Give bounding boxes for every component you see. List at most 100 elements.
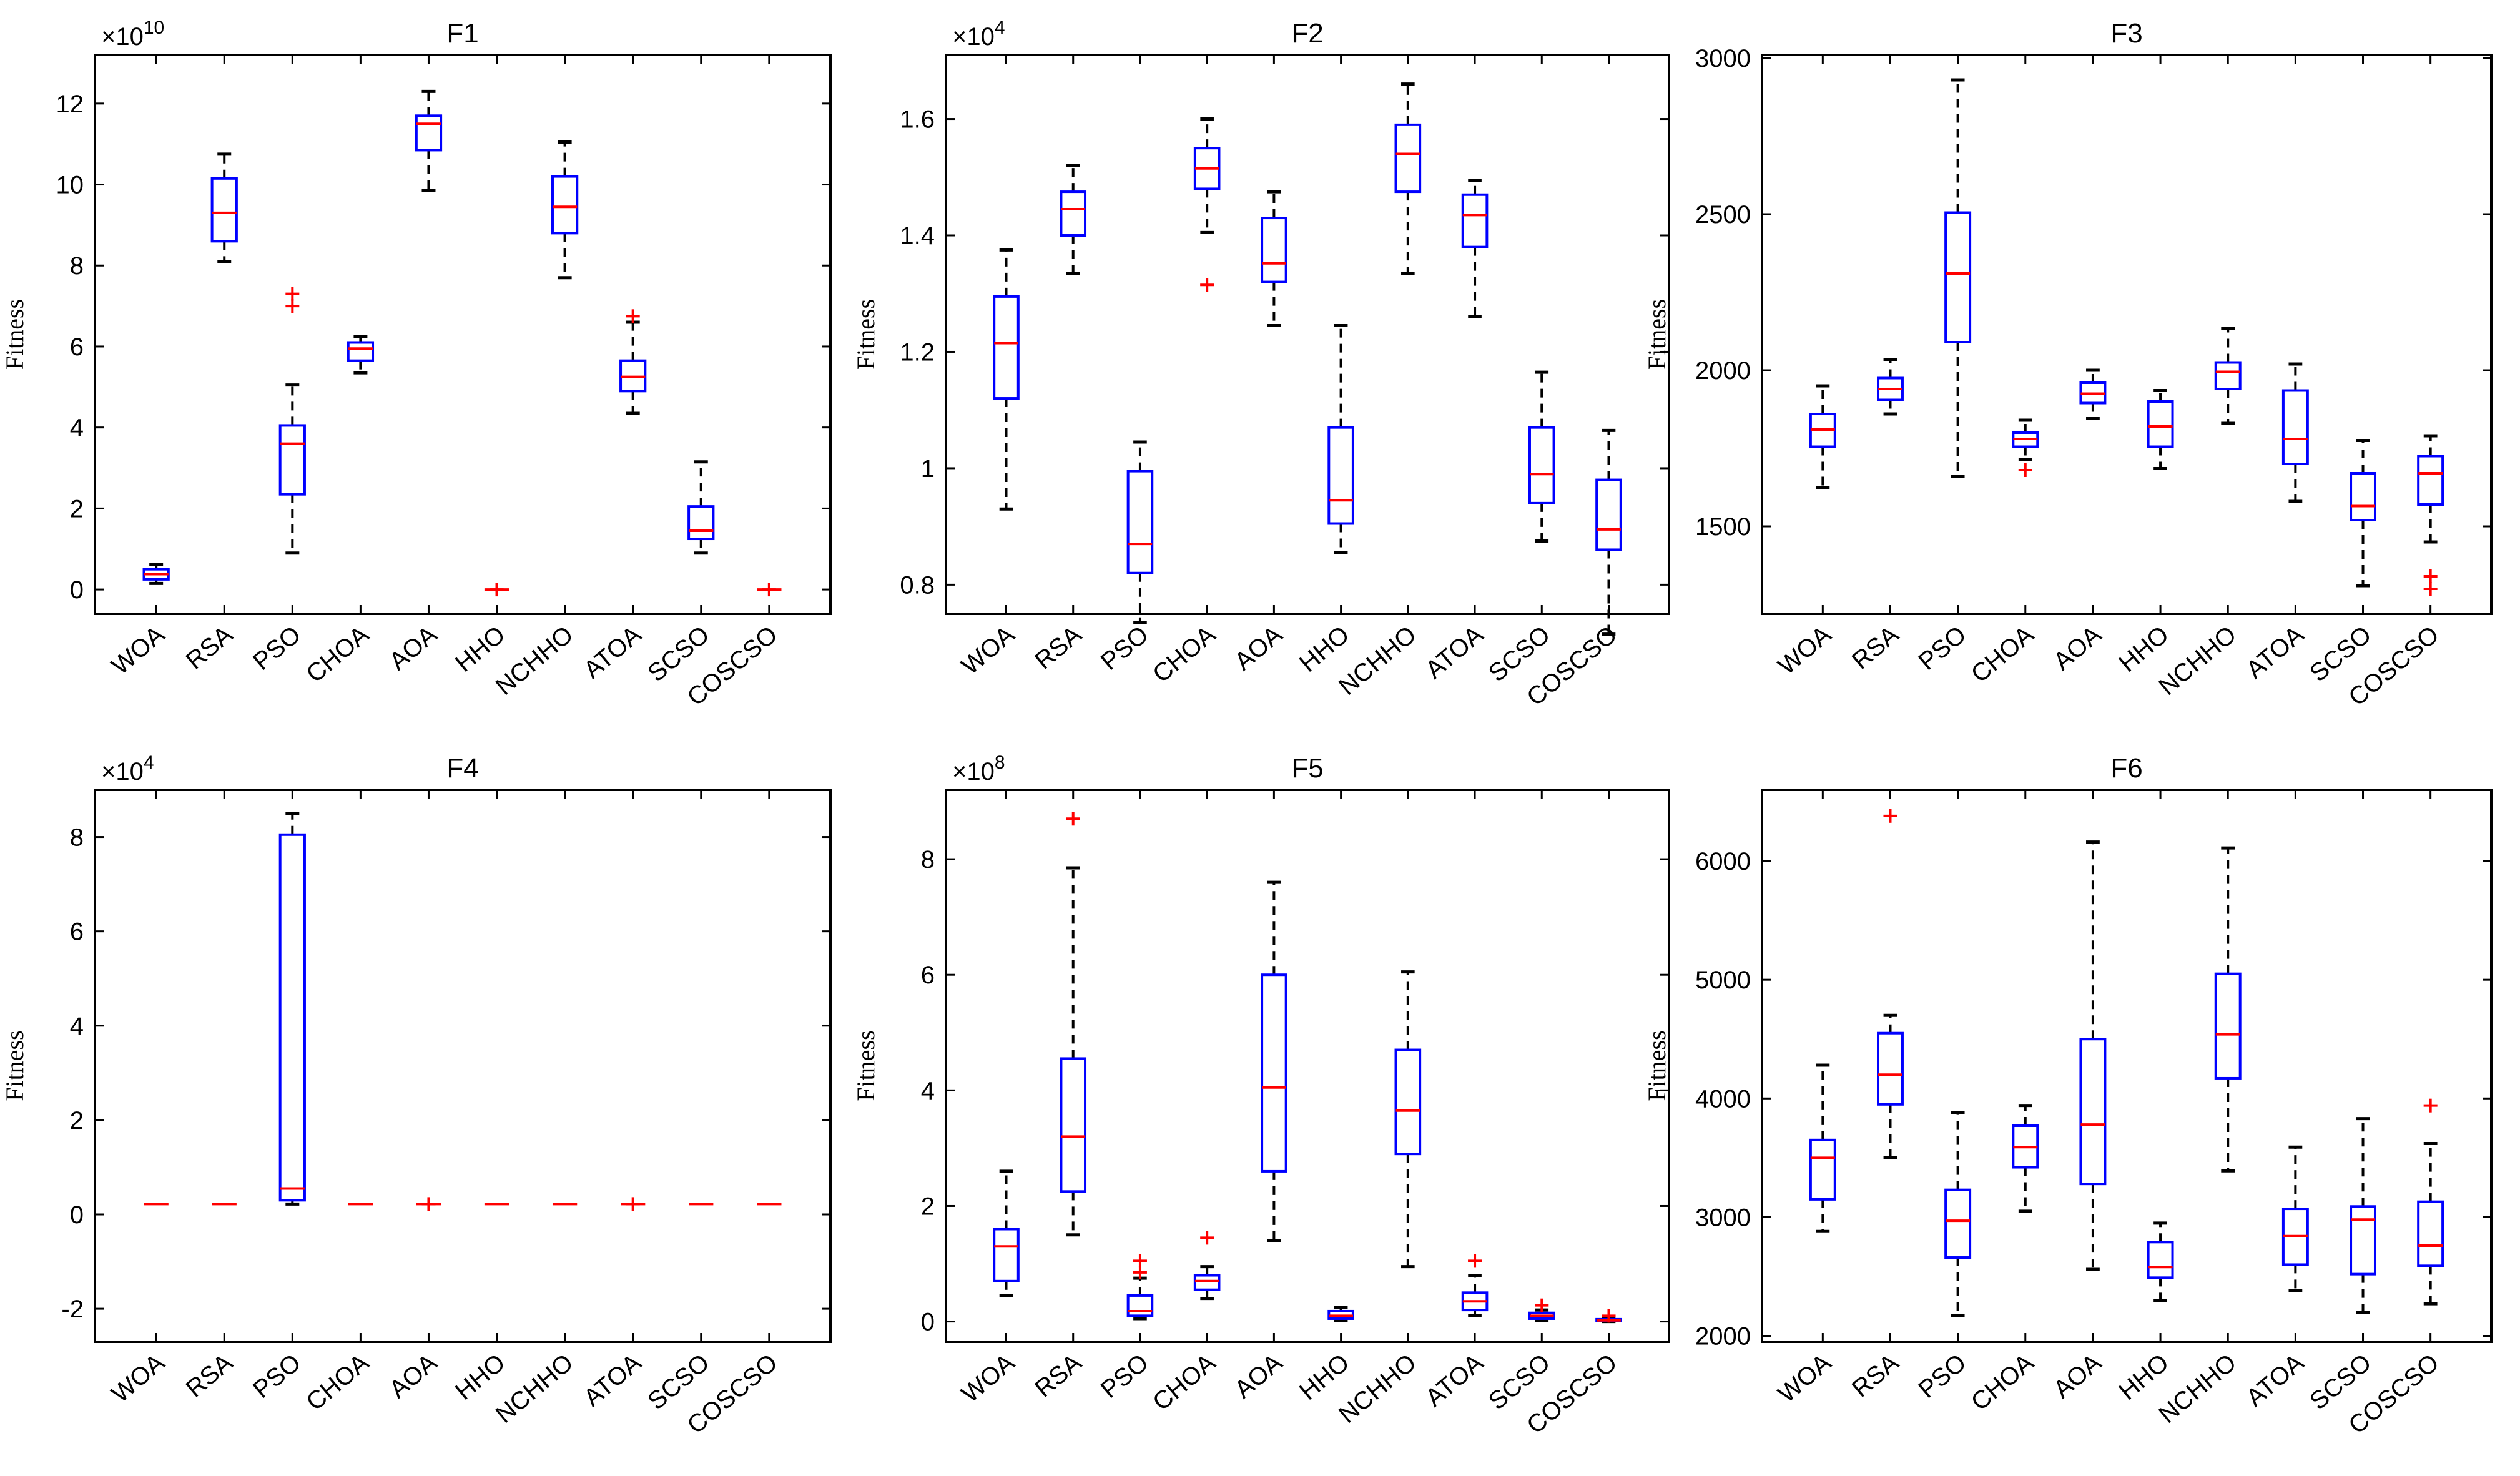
box-woa: [1809, 384, 1836, 489]
box-nchho: [1394, 82, 1422, 275]
outlier-marker: [2423, 582, 2438, 596]
axes-frame: [1761, 54, 2493, 615]
iqr-box: [278, 833, 306, 1202]
iqr-box: [2147, 400, 2174, 448]
y-tick-label: 5000: [1695, 967, 1751, 994]
y-tick-label: 2500: [1695, 201, 1751, 229]
x-tick-label-hho: HHO: [2114, 621, 2173, 677]
iqr-box: [210, 177, 238, 243]
outlier-marker: [1535, 1298, 1549, 1312]
x-tick-label-rsa: RSA: [181, 1349, 239, 1403]
y-tick-label: 10: [56, 172, 84, 199]
y-tick-label: 0.8: [900, 571, 935, 599]
y-axis-label: Fitness: [1643, 1030, 1671, 1101]
box-nchho: [1394, 970, 1422, 1269]
box-hho: [1327, 1305, 1354, 1322]
outlier-marker: [421, 1197, 436, 1211]
y-axis-label: Fitness: [1, 299, 29, 370]
x-tick-label-nchho: NCHHO: [2153, 1349, 2242, 1429]
box-scso: [2350, 1117, 2376, 1314]
box-nchho: [551, 140, 579, 280]
iqr-box: [1126, 1294, 1154, 1317]
box-coscso: [2417, 1098, 2444, 1306]
x-tick-label-pso: PSO: [248, 621, 306, 676]
box-rsa: [1060, 164, 1087, 275]
x-tick-label-atoa: ATOA: [1420, 621, 1489, 684]
chart-panel-f6: F6 Fitness 2000 3000 4000 5000 6000 WOA RSA PSOCH…: [1643, 753, 2493, 1439]
axes-frame: [94, 789, 832, 1343]
axes-frame: [945, 789, 1670, 1343]
box-pso: [1944, 78, 1972, 478]
x-tick-label-pso: PSO: [1096, 621, 1154, 676]
x-tick-label-rsa: RSA: [1847, 621, 1904, 675]
box-atoa: [1461, 1254, 1489, 1317]
x-tick-label-pso: PSO: [248, 1349, 306, 1404]
y-tick-label: 4: [70, 1013, 84, 1040]
x-tick-label-woa: WOA: [1773, 1349, 1837, 1408]
exponent-base: ×10: [101, 23, 144, 51]
iqr-box: [551, 175, 579, 235]
y-tick-label: 12: [56, 91, 84, 118]
exponent-power: 8: [995, 752, 1005, 773]
y-exponent-label: ×1010: [101, 17, 164, 51]
box-choa: [347, 335, 375, 375]
iqr-box: [2417, 1200, 2444, 1267]
box-scso: [2350, 439, 2376, 588]
outlier-marker: [1602, 1309, 1616, 1323]
box-woa: [1809, 1063, 1836, 1233]
exponent-base: ×10: [952, 758, 995, 785]
iqr-box: [1060, 190, 1087, 237]
box-pso: [1944, 1111, 1972, 1317]
y-exponent-label: ×104: [952, 17, 1005, 51]
y-tick-label: 8: [70, 252, 84, 280]
chart-title: F1: [446, 18, 478, 49]
y-tick-label: 3000: [1695, 45, 1751, 72]
box-aoa: [416, 1197, 441, 1211]
box-rsa: [1877, 809, 1904, 1159]
box-atoa: [1461, 178, 1489, 319]
box-coscso: [1595, 1309, 1622, 1324]
box-rsa: [1060, 812, 1087, 1237]
x-tick-label-hho: HHO: [2114, 1349, 2173, 1405]
iqr-box: [1261, 217, 1287, 283]
axes-frame: [94, 54, 832, 615]
x-tick-label-pso: PSO: [1096, 1349, 1154, 1404]
iqr-box: [1060, 1057, 1087, 1193]
box-hho: [1327, 324, 1354, 554]
y-tick-label: 6: [921, 962, 935, 989]
exponent-base: ×10: [952, 23, 995, 51]
x-tick-label-woa: WOA: [106, 1349, 170, 1408]
iqr-box: [415, 114, 443, 152]
outlier-marker: [1133, 1254, 1147, 1268]
box-aoa: [1261, 190, 1287, 328]
chart-title: F4: [446, 753, 478, 784]
y-tick-label: 1.4: [900, 222, 935, 250]
x-tick-label-rsa: RSA: [181, 621, 239, 675]
y-tick-label: 1.2: [900, 338, 935, 366]
iqr-box: [2214, 972, 2242, 1080]
chart-title: F6: [2110, 753, 2142, 784]
y-axis-label: Fitness: [1643, 299, 1671, 370]
x-tick-label-woa: WOA: [957, 621, 1020, 680]
x-tick-label-choa: CHOA: [1966, 1349, 2039, 1416]
iqr-box: [2350, 1205, 2376, 1276]
x-tick-label-pso: PSO: [1913, 621, 1971, 676]
iqr-box: [2214, 361, 2242, 390]
y-tick-label: 4: [70, 415, 84, 442]
iqr-box: [2417, 455, 2444, 506]
box-rsa: [210, 152, 238, 263]
x-tick-label-choa: CHOA: [301, 1349, 374, 1416]
chart-title: F5: [1291, 753, 1323, 784]
y-axis-label: Fitness: [852, 299, 880, 370]
box-atoa: [2281, 362, 2309, 503]
box-atoa: [621, 1197, 646, 1211]
exponent-power: 4: [144, 752, 154, 773]
x-tick-label-atoa: ATOA: [2241, 1349, 2309, 1412]
box-aoa: [415, 89, 443, 192]
y-tick-label: 2: [70, 495, 84, 523]
iqr-box: [1394, 1048, 1422, 1156]
iqr-box: [1261, 973, 1287, 1173]
